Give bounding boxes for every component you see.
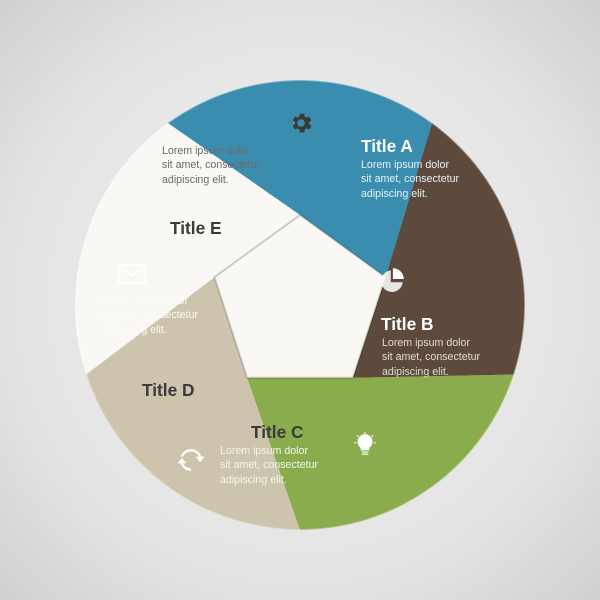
segment-title-d: Title D [142, 380, 195, 401]
segment-body-d: Lorem ipsum dolor sit amet, consectetur … [100, 294, 218, 337]
segment-title-c: Title C [251, 422, 304, 443]
infographic-stage: Title A Title B Title C Title D Title E … [0, 0, 600, 600]
segment-title-e: Title E [170, 218, 222, 239]
segment-body-e: Lorem ipsum dolor sit amet, consectetur … [162, 144, 280, 187]
segment-body-c: Lorem ipsum dolor sit amet, consectetur … [220, 444, 338, 487]
segment-title-b: Title B [381, 314, 434, 335]
cycle-icon [178, 447, 204, 478]
segment-title-a: Title A [361, 136, 413, 157]
segmented-circle [0, 0, 600, 600]
envelope-icon [118, 264, 146, 289]
segment-body-b: Lorem ipsum dolor sit amet, consectetur … [382, 336, 500, 379]
gear-icon [288, 110, 314, 141]
segment-body-a: Lorem ipsum dolor sit amet, consectetur … [361, 158, 479, 201]
lightbulb-icon [352, 432, 378, 463]
pie-chart-icon [381, 266, 407, 297]
